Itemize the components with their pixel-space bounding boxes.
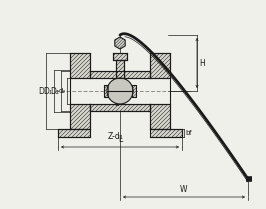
PathPatch shape [90, 104, 150, 111]
PathPatch shape [150, 104, 170, 129]
PathPatch shape [70, 53, 90, 78]
Text: D₂: D₂ [50, 87, 59, 96]
Text: d: d [115, 99, 119, 108]
PathPatch shape [58, 129, 90, 137]
PathPatch shape [150, 129, 182, 137]
PathPatch shape [104, 85, 108, 97]
PathPatch shape [90, 71, 150, 78]
Text: f: f [189, 130, 192, 136]
PathPatch shape [132, 85, 136, 97]
Text: L: L [118, 135, 122, 144]
PathPatch shape [150, 53, 170, 78]
Text: Z-d₁: Z-d₁ [107, 132, 123, 141]
PathPatch shape [113, 53, 127, 60]
Circle shape [107, 78, 133, 104]
PathPatch shape [115, 37, 125, 49]
Text: b: b [185, 130, 189, 136]
Text: D₁: D₁ [43, 87, 52, 96]
Text: D: D [38, 87, 44, 96]
Text: d₂: d₂ [59, 88, 66, 94]
Text: W: W [180, 185, 188, 194]
Text: H: H [199, 59, 205, 68]
PathPatch shape [70, 104, 90, 129]
PathPatch shape [116, 60, 124, 78]
